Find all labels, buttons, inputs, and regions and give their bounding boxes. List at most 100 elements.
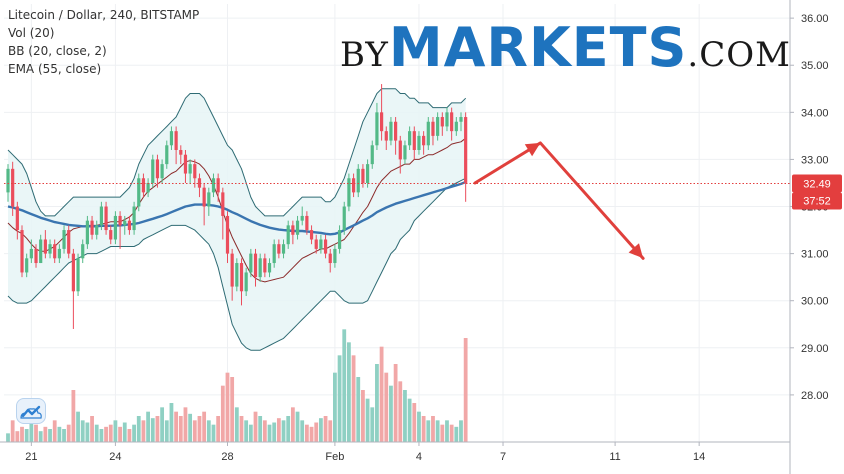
candle-body	[422, 135, 426, 146]
volume-bar	[417, 411, 421, 442]
volume-bar	[52, 420, 57, 442]
candle-body	[258, 258, 262, 278]
volume-bar	[20, 426, 24, 442]
volume-bar	[304, 424, 309, 442]
volume-bar	[459, 420, 463, 442]
volume-bar	[309, 426, 314, 442]
candle-body	[151, 159, 155, 183]
candle-body	[351, 178, 356, 193]
volume-bar	[258, 416, 263, 442]
volume-bar	[421, 416, 426, 442]
candle-body	[347, 178, 351, 207]
candle-body	[99, 206, 103, 226]
volume-bar	[370, 407, 375, 442]
candle-body	[62, 230, 66, 249]
candle-body	[337, 230, 342, 249]
candle-body	[464, 117, 468, 183]
candle-body	[281, 244, 286, 254]
candle-body	[197, 178, 202, 188]
x-tick-label: 24	[109, 451, 121, 463]
volume-bar	[449, 424, 454, 442]
legend-title[interactable]: Litecoin / Dollar, 240, BITSTAMP	[8, 8, 200, 22]
candle-body	[141, 178, 146, 193]
candle-body	[263, 258, 267, 273]
forecast-arrow	[473, 141, 645, 260]
volume-bar	[206, 420, 211, 442]
candle-body	[328, 253, 332, 264]
candle-body	[417, 135, 421, 150]
candle-body	[389, 121, 393, 141]
candle-body	[43, 239, 47, 254]
forecast-arrowhead-down	[628, 243, 644, 259]
volume-bar	[379, 346, 384, 442]
candle-body	[426, 121, 430, 146]
tradingview-cloud-icon[interactable]	[16, 398, 46, 424]
legend-volume[interactable]: Vol (20)	[8, 26, 55, 40]
x-tick-label: 11	[609, 451, 620, 463]
volume-bar	[407, 398, 412, 442]
volume-bar	[295, 411, 300, 442]
volume-bar	[127, 429, 132, 442]
volume-bar	[43, 426, 48, 442]
volume-bar	[384, 372, 389, 442]
volume-bar	[253, 411, 258, 442]
volume-bar	[71, 390, 76, 442]
candle-body	[207, 192, 211, 207]
volume-bar	[80, 420, 85, 442]
bb-upper-band	[7, 88, 467, 217]
volume-bar	[136, 416, 141, 442]
x-tick-label: 7	[500, 451, 506, 463]
candle-body	[165, 145, 169, 165]
volume-bar	[323, 416, 328, 442]
ema-55-line	[7, 180, 467, 236]
candle-body	[48, 244, 52, 254]
candle-body	[81, 244, 85, 259]
legend-bollinger[interactable]: BB (20, close, 2)	[8, 44, 107, 58]
candle-body	[188, 164, 192, 174]
candle-body	[25, 258, 29, 273]
forecast-arrowhead-up	[524, 142, 541, 157]
volume-bar	[192, 420, 197, 442]
countdown-badge	[792, 192, 842, 210]
legend-ema[interactable]: EMA (55, close)	[8, 62, 102, 76]
volume-bar	[342, 329, 347, 442]
candle-body	[34, 248, 38, 264]
volume-bar	[164, 420, 169, 442]
candle-body	[95, 225, 99, 235]
candle-body	[403, 145, 407, 160]
countdown-label: 37:52	[803, 195, 831, 207]
volume-bar	[34, 424, 38, 442]
volume-bar	[361, 390, 365, 442]
volume-bar	[244, 420, 249, 442]
candle-body	[127, 220, 132, 231]
volume-bar	[300, 420, 305, 442]
volume-bar	[248, 424, 253, 442]
candle-body	[67, 230, 71, 254]
volume-bar	[272, 422, 277, 442]
volume-bar	[178, 416, 183, 442]
candle-body	[109, 230, 113, 240]
volume-bar	[281, 420, 286, 442]
candle-body	[319, 239, 323, 249]
candle-body	[155, 159, 160, 179]
candle-body	[300, 215, 304, 221]
candle-body	[235, 263, 239, 287]
candle-body	[104, 206, 108, 231]
y-tick-label: 33.00	[801, 154, 829, 166]
candle-body	[454, 121, 458, 132]
volume-bar	[347, 342, 351, 442]
candle-body	[11, 168, 15, 207]
candle-body	[286, 225, 290, 245]
volume-bar	[66, 424, 71, 442]
volume-bar	[356, 377, 361, 442]
volume-bar	[90, 416, 94, 442]
volume-bar	[426, 420, 431, 442]
candle-body	[132, 206, 136, 231]
bymarkets-logo: BYMARKETS.COM	[340, 16, 791, 79]
candle-body	[323, 239, 328, 254]
y-tick-label: 29.00	[801, 343, 829, 355]
candle-body	[169, 131, 174, 146]
candle-body	[137, 178, 141, 207]
volume-bar	[132, 424, 136, 442]
